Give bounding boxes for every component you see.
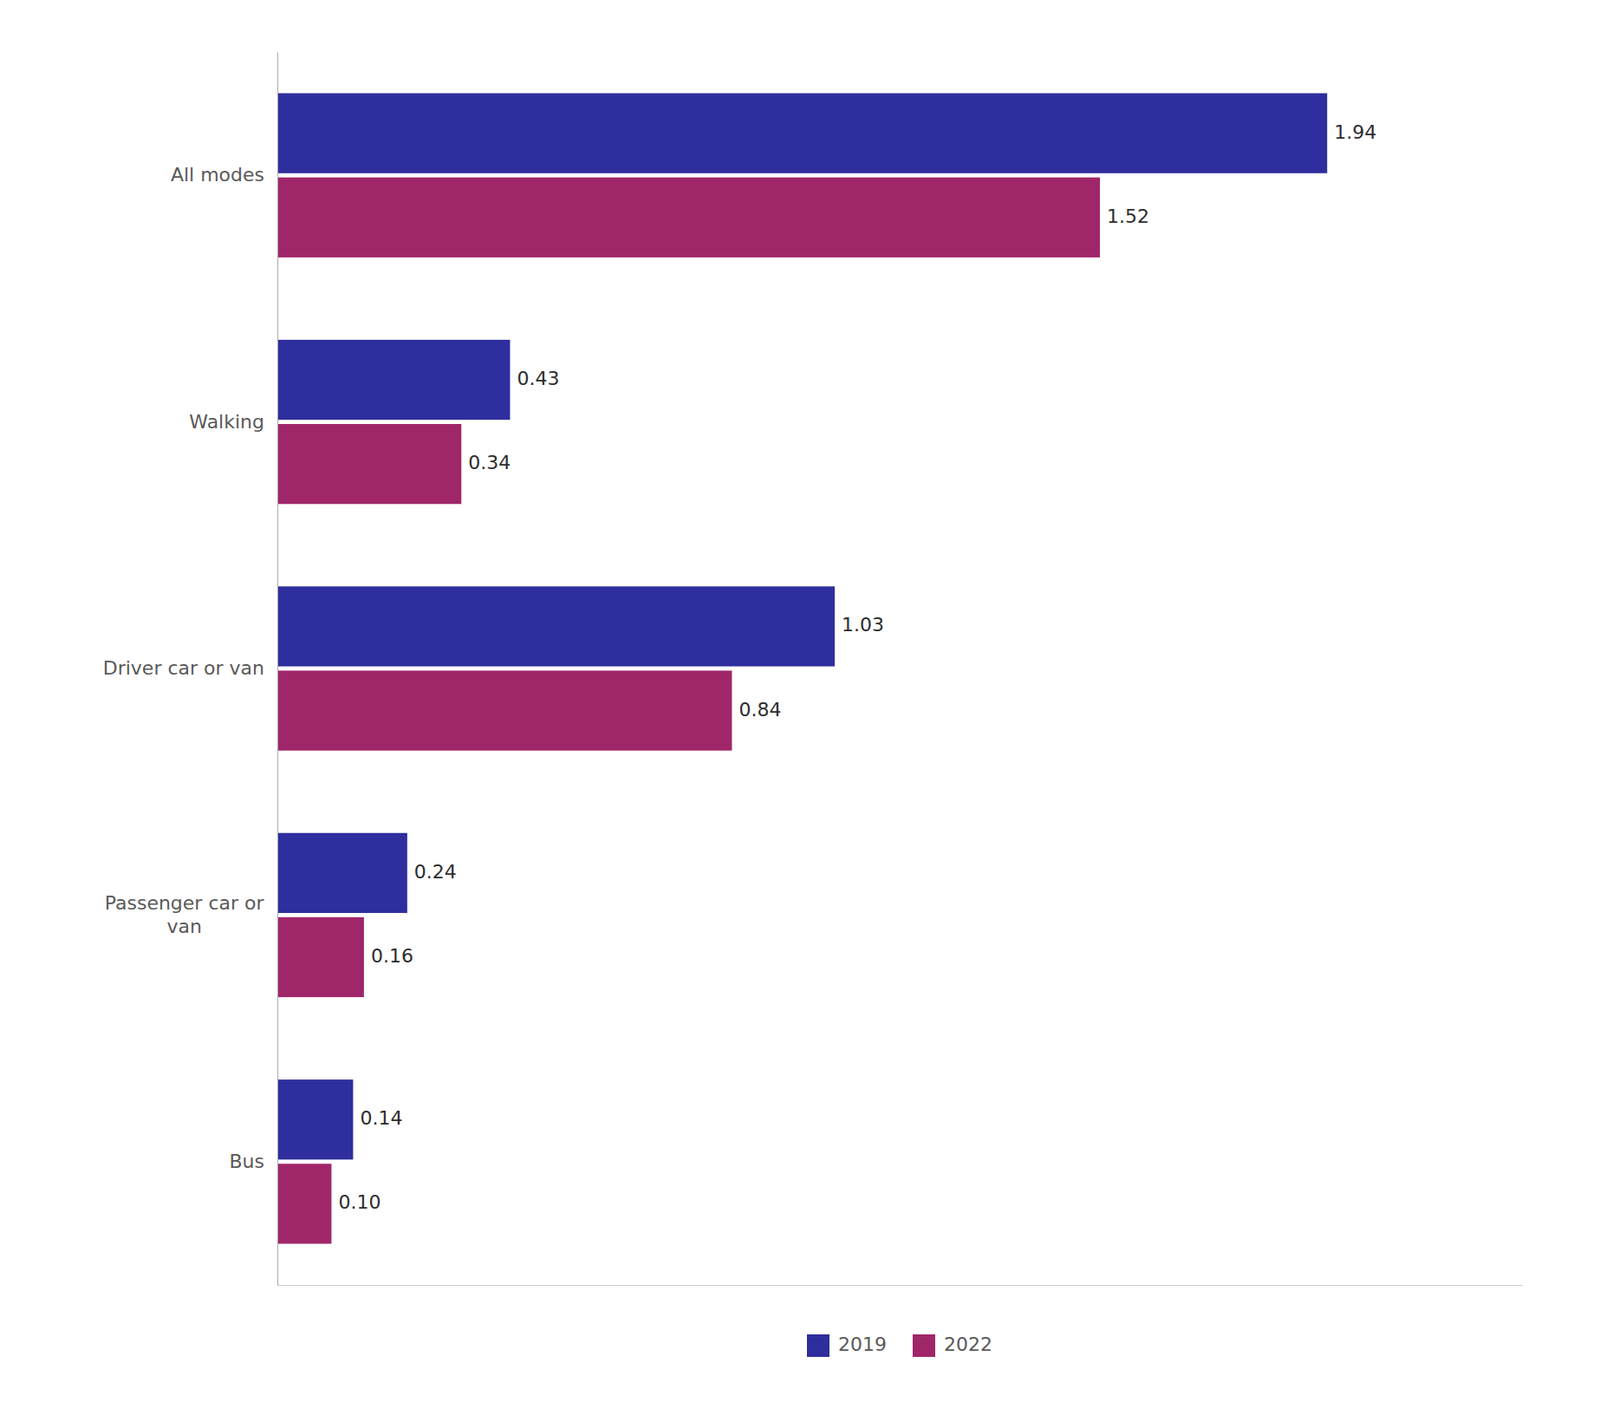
data-label: 1.52: [1106, 205, 1150, 228]
data-label: 0.14: [359, 1106, 403, 1129]
data-label: 0.10: [338, 1190, 381, 1213]
bar: [277, 585, 835, 666]
bars: [277, 93, 1327, 1244]
bar: [277, 423, 462, 504]
y-tick: All modes: [170, 163, 278, 186]
data-labels: 1.94 0.43 1.03 0.24 0.14 1.52 0.34 0.84 0.16 0.10: [338, 121, 1377, 1214]
y-tick-label: Walking: [188, 410, 265, 433]
legend-label: 2022: [943, 1333, 993, 1355]
y-axis-line: [277, 52, 279, 1286]
legend-item: 2022: [912, 1333, 993, 1357]
chart: 1.94 0.43 1.03 0.24 0.14 1.52 0.34 0.84 0.16 0.10…: [0, 0, 1600, 1415]
bar: [277, 93, 1327, 174]
data-label: 1.94: [1333, 121, 1377, 144]
data-label: 0.24: [414, 860, 457, 883]
y-axis: All modes Walking Driver car or van Passeng…: [103, 52, 279, 1286]
y-tick: Passenger car orvan: [104, 891, 278, 937]
legend-label: 2019: [838, 1333, 887, 1355]
y-tick-label: Driver car or van: [103, 656, 265, 679]
y-tick: Driver car or van: [103, 656, 278, 679]
y-tick-label: Passenger car orvan: [104, 891, 266, 937]
legend-swatch: [806, 1333, 830, 1357]
legend: 2019 2022: [806, 1333, 993, 1357]
bar: [277, 1079, 353, 1159]
data-label: 1.03: [841, 613, 885, 636]
data-label: 0.43: [516, 367, 560, 390]
bar: [277, 669, 732, 750]
y-tick-label: All modes: [170, 163, 265, 186]
bar: [277, 832, 408, 913]
x-axis: [278, 1284, 1523, 1286]
data-label: 0.34: [468, 451, 511, 474]
y-tick: Bus: [229, 1150, 279, 1172]
y-tick-label: Bus: [229, 1150, 266, 1172]
data-label: 0.84: [738, 698, 781, 721]
bar: [277, 177, 1100, 258]
legend-item: 2019: [806, 1333, 887, 1357]
x-axis-line: [278, 1284, 1523, 1286]
bar: [277, 339, 510, 420]
bar: [277, 917, 365, 997]
bar: [277, 1163, 332, 1243]
y-tick: Walking: [188, 410, 278, 433]
data-label: 0.16: [370, 944, 414, 967]
legend-swatch: [912, 1333, 936, 1357]
